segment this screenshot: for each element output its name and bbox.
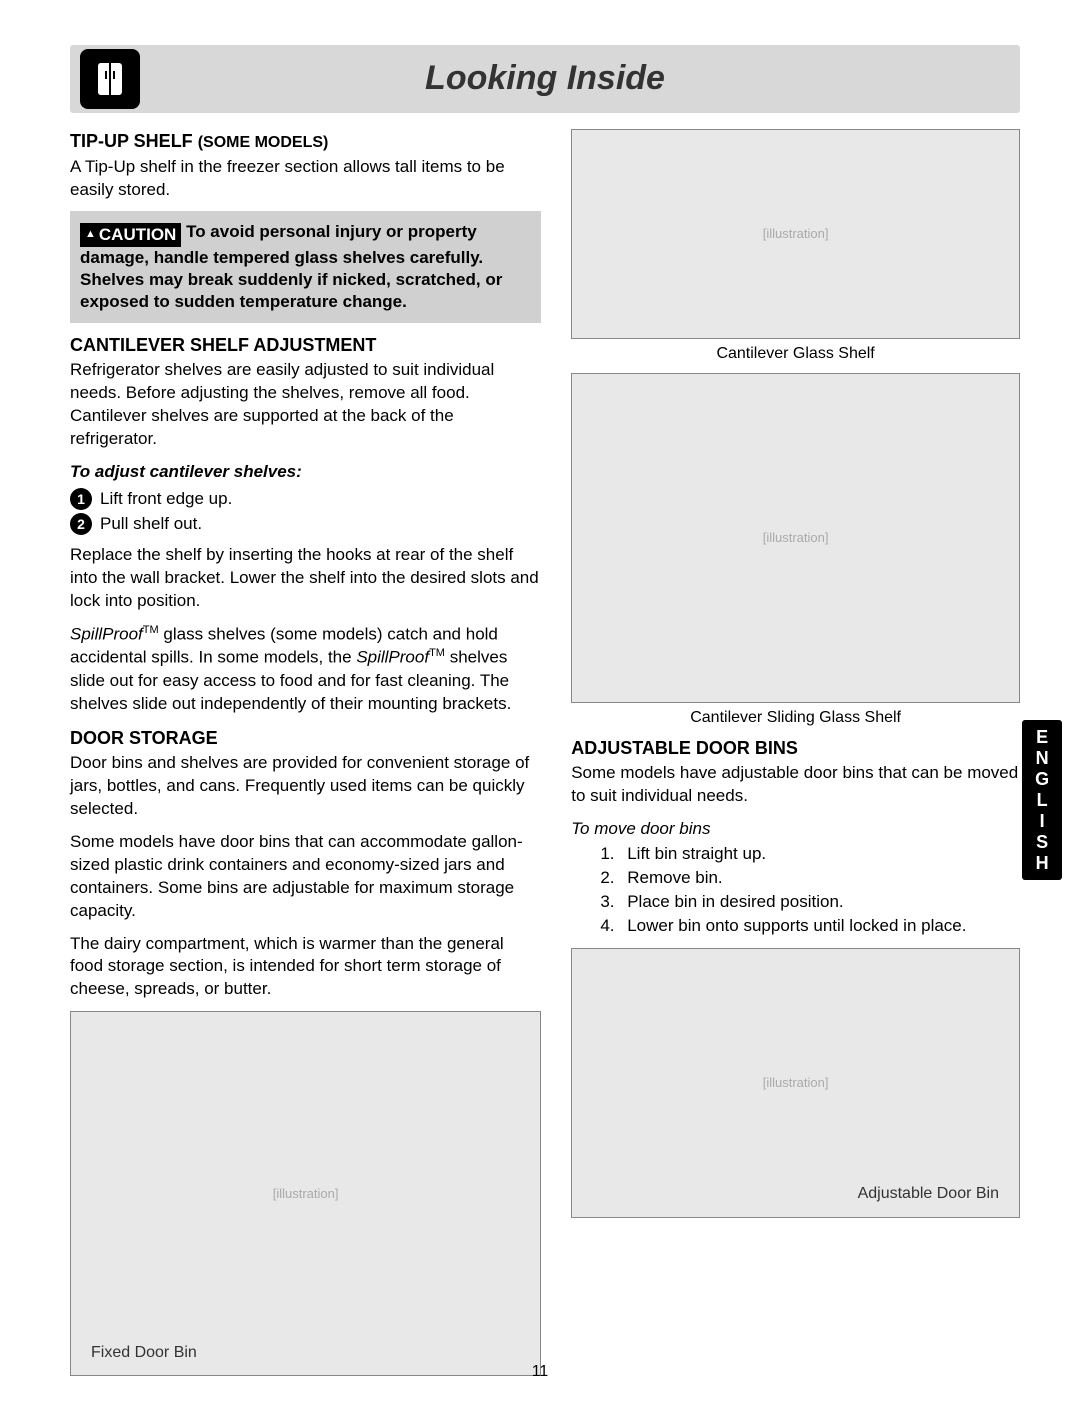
adj-heading: ADJUSTABLE DOOR BINS (571, 736, 1020, 760)
door-heading: DOOR STORAGE (70, 726, 541, 750)
page-title: Looking Inside (160, 56, 1010, 102)
adjustable-door-bin-figure: [illustration] Adjustable Door Bin (571, 948, 1020, 1218)
figure-placeholder-icon: [illustration] (572, 130, 1019, 338)
caution-box: CAUTION To avoid personal injury or prop… (70, 211, 541, 322)
fig1-caption: Cantilever Glass Shelf (571, 343, 1020, 365)
step-2-text: Pull shelf out. (100, 513, 202, 536)
fig2-caption: Cantilever Sliding Glass Shelf (571, 707, 1020, 729)
tipup-sub: (SOME MODELS) (198, 134, 329, 151)
tipup-p1: A Tip-Up shelf in the freezer section al… (70, 156, 541, 202)
cantilever-p2: Replace the shelf by inserting the hooks… (70, 544, 541, 613)
cantilever-sub: To adjust cantilever shelves: (70, 461, 541, 484)
cantilever-glass-figure: [illustration] (571, 129, 1020, 339)
page-header: Looking Inside (70, 45, 1020, 113)
caution-label: CAUTION (80, 223, 181, 247)
step-1: 1 Lift front edge up. (70, 488, 541, 511)
cantilever-sliding-figure: [illustration] (571, 373, 1020, 703)
sp-a: SpillProof (70, 624, 143, 643)
step-2: 2 Pull shelf out. (70, 513, 541, 536)
cantilever-p3: SpillProofTM glass shelves (some models)… (70, 623, 541, 716)
badge-1-icon: 1 (70, 488, 92, 510)
figure-placeholder-icon: [illustration] (572, 374, 1019, 702)
english-tab: ENGLISH (1022, 720, 1062, 880)
badge-2-icon: 2 (70, 513, 92, 535)
fixed-door-bin-figure: [illustration] Fixed Door Bin (70, 1011, 541, 1376)
sp-c: SpillProof (356, 648, 429, 667)
page-number: 11 (0, 1361, 1080, 1383)
door-p1: Door bins and shelves are provided for c… (70, 752, 541, 821)
step-1-text: Lift front edge up. (100, 488, 232, 511)
adj-steps: Lift bin straight up. Remove bin. Place … (571, 843, 1020, 938)
refrigerator-icon (80, 49, 140, 109)
cantilever-p1: Refrigerator shelves are easily adjusted… (70, 359, 541, 451)
fixed-door-bin-label: Fixed Door Bin (91, 1342, 197, 1364)
adj-s1: Lift bin straight up. (619, 843, 1020, 866)
tm-1: TM (143, 624, 159, 636)
tipup-heading-text: TIP-UP SHELF (70, 131, 193, 151)
figure-placeholder-icon: [illustration] (71, 1012, 540, 1375)
cantilever-steps: 1 Lift front edge up. 2 Pull shelf out. (70, 488, 541, 536)
cantilever-heading: CANTILEVER SHELF ADJUSTMENT (70, 333, 541, 357)
adjustable-door-bin-label: Adjustable Door Bin (858, 1183, 999, 1205)
tm-2: TM (429, 647, 445, 659)
adj-s3: Place bin in desired position. (619, 891, 1020, 914)
adj-p1: Some models have adjustable door bins th… (571, 762, 1020, 808)
left-column: TIP-UP SHELF (SOME MODELS) A Tip-Up shel… (70, 123, 541, 1376)
right-column: [illustration] Cantilever Glass Shelf [i… (571, 123, 1020, 1376)
adj-s2: Remove bin. (619, 867, 1020, 890)
adj-s4: Lower bin onto supports until locked in … (619, 915, 1020, 938)
adj-sub: To move door bins (571, 818, 1020, 841)
door-p3: The dairy compartment, which is warmer t… (70, 933, 541, 1002)
tipup-heading: TIP-UP SHELF (SOME MODELS) (70, 129, 541, 154)
figure-placeholder-icon: [illustration] (572, 949, 1019, 1217)
door-p2: Some models have door bins that can acco… (70, 831, 541, 923)
